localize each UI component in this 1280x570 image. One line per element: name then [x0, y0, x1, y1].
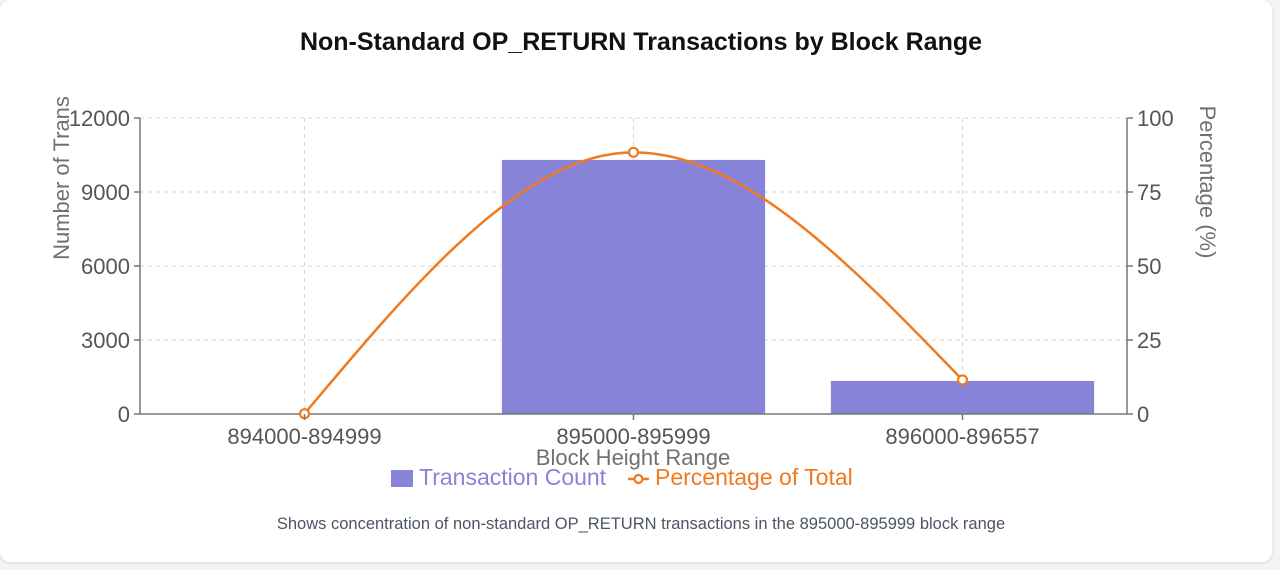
x-tick-label: 894000-894999 — [227, 424, 381, 449]
y2-tick-label: 100 — [1137, 106, 1174, 131]
y-tick-label: 12000 — [69, 106, 130, 131]
y-tick-label: 9000 — [81, 180, 130, 205]
y-tick-label: 6000 — [81, 254, 130, 279]
y2-tick-label: 50 — [1137, 254, 1161, 279]
percentage-point-895000-895999[interactable] — [627, 146, 640, 158]
chart-title: Non-Standard OP_RETURN Transactions by B… — [299, 28, 983, 56]
bar-series — [172, 159, 1095, 414]
x-axis-title: Block Height Range — [536, 445, 730, 470]
x-tick-label: 896000-896557 — [885, 424, 1039, 449]
y2-tick-label: 75 — [1137, 180, 1161, 205]
x-tick-label: 895000-895999 — [556, 424, 710, 449]
bar-896000-896557[interactable] — [830, 380, 1095, 414]
y-tick-label: 3000 — [81, 328, 130, 353]
legend-label-transaction-count: Transaction Count — [419, 464, 607, 490]
legend-swatch-percentage-marker — [633, 473, 644, 485]
chart-caption: Shows concentration of non-standard OP_R… — [276, 515, 1006, 533]
tick-labels: 0 3000 6000 9000 12000 0 25 50 75 100 894000-89499… — [69, 106, 1174, 449]
percentage-point-896000-896557[interactable] — [956, 374, 969, 386]
chart-card: Non-Standard OP_RETURN Transactions by B… — [0, 0, 1272, 562]
y2-tick-label: 0 — [1137, 402, 1149, 427]
y-tick-label: 0 — [118, 402, 130, 427]
legend-label-percentage-of-total: Percentage of Total — [655, 464, 853, 490]
y-axis-title: Number of Trans — [49, 96, 74, 260]
y2-tick-label: 25 — [1137, 328, 1161, 353]
line-series — [298, 146, 969, 420]
legend-swatch-transaction-count — [391, 470, 413, 487]
bar-895000-895999[interactable] — [501, 159, 766, 414]
y2-axis-title: Percentage (%) — [1195, 106, 1220, 259]
legend: Transaction Count Percentage of Total — [391, 464, 853, 490]
